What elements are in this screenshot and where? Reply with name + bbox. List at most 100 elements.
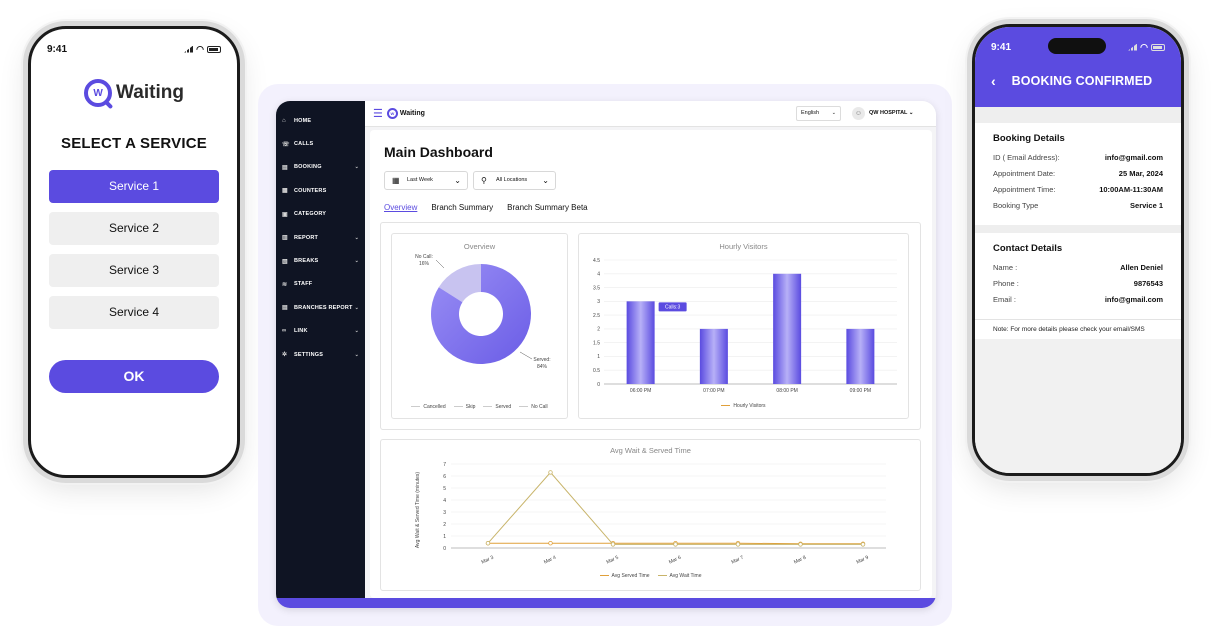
link-icon: ∞ xyxy=(282,328,287,335)
location-filter[interactable]: ⚲ All Locations ⌄ xyxy=(473,171,556,190)
user-menu[interactable]: QW HOSPITAL ⌄ xyxy=(869,110,914,116)
data-point[interactable] xyxy=(610,542,616,547)
sidebar-item-home[interactable]: ⌂ HOME xyxy=(276,109,365,132)
logo-text: Waiting xyxy=(116,82,184,103)
detail-row: Name : Allen Deniel xyxy=(993,263,1163,272)
no-call-slice-label: No Call: xyxy=(415,254,433,260)
x-tick-label: 06:00 PM xyxy=(630,388,651,394)
language-select[interactable]: English ⌄ xyxy=(796,106,841,121)
bar[interactable] xyxy=(846,328,875,384)
logo-badge-icon: W xyxy=(84,79,113,107)
overview-legend: Cancelled Skip Served No Call xyxy=(392,404,567,410)
data-point[interactable] xyxy=(735,542,741,547)
location-pin-icon: ⚲ xyxy=(481,176,487,185)
back-arrow-icon[interactable]: ‹ xyxy=(991,73,996,89)
legend-item[interactable]: Served xyxy=(483,404,511,410)
contact-details-heading: Contact Details xyxy=(993,243,1063,254)
divider xyxy=(975,319,1181,320)
sidebar-item-category[interactable]: ▣ CATEGORY xyxy=(276,203,365,226)
bar[interactable] xyxy=(699,328,728,384)
sidebar-item-link[interactable]: ∞ LINK ⌄ xyxy=(276,320,365,343)
detail-value: Service 1 xyxy=(1130,201,1163,210)
service-button[interactable]: Service 4 xyxy=(49,296,219,329)
detail-value: 10:00AM-11:30AM xyxy=(1099,185,1163,194)
overview-chart-panel: Overview No Call: 16% Served: 84% Cancelled… xyxy=(391,233,568,419)
date-filter[interactable]: ▦ Last Week ⌄ xyxy=(384,171,468,190)
sidebar-item-booking[interactable]: ▤ BOOKING ⌄ xyxy=(276,156,365,179)
status-icons: ◠ xyxy=(184,43,221,54)
bar-tooltip xyxy=(658,302,687,312)
label-leader xyxy=(435,259,445,269)
legend-item[interactable]: No Call xyxy=(519,404,548,410)
topbar: ☰ W Waiting English ⌄ ☺ QW HOSPITAL ⌄ xyxy=(365,101,936,127)
avg-wait-chart: 0 1 2 3 4 5 6 7 Avg Wait & Served Time (minutes)… xyxy=(415,462,886,566)
overview-chart-title: Overview xyxy=(463,242,496,251)
bar[interactable] xyxy=(773,273,802,384)
ok-button[interactable]: OK xyxy=(49,360,219,393)
booking-confirmed-phone: 9:41 ◠ ‹ BOOKING CONFIRMED Booking Detai… xyxy=(972,24,1184,476)
sidebar-item-calls[interactable]: ☏ CALLS xyxy=(276,132,365,155)
user-name: QW HOSPITAL xyxy=(869,110,908,116)
sidebar-item-label: LINK xyxy=(294,328,308,335)
data-point[interactable] xyxy=(673,542,678,547)
hamburger-menu-icon[interactable]: ☰ xyxy=(373,108,383,120)
y-tick-label: 2 xyxy=(597,327,600,333)
chevron-down-icon: ⌄ xyxy=(542,176,549,185)
detail-value: 9876543 xyxy=(1133,279,1163,288)
legend-item[interactable]: Avg Served Time xyxy=(599,573,650,579)
legend-item[interactable]: Hourly Visitors xyxy=(721,403,766,409)
legend-label: Served xyxy=(495,404,512,410)
service-list: Service 1 Service 2 Service 3 Service 4 xyxy=(31,170,237,329)
chevron-down-icon: ⌄ xyxy=(454,176,461,185)
location-filter-value: All Locations xyxy=(496,177,528,183)
service-button[interactable]: Service 3 xyxy=(49,254,219,287)
sidebar-item-branches-report[interactable]: ▤ BRANCHES REPORT ⌄ xyxy=(276,296,365,319)
service-button[interactable]: Service 1 xyxy=(49,170,219,203)
tab-branch-summary[interactable]: Branch Summary xyxy=(431,203,494,212)
sidebar-item-counters[interactable]: ▦ COUNTERS xyxy=(276,179,365,202)
sidebar-item-label: STAFF xyxy=(294,281,313,288)
legend-swatch xyxy=(519,405,529,408)
y-tick-label: 4 xyxy=(443,498,446,504)
divider xyxy=(975,225,1181,233)
data-point[interactable] xyxy=(548,540,553,546)
overview-donut-chart: No Call:16% Served:84% xyxy=(415,254,551,370)
y-tick-label: 0 xyxy=(443,546,446,552)
status-bar: 9:41 ◠ xyxy=(31,29,237,69)
sidebar-item-breaks[interactable]: ▧ BREAKS ⌄ xyxy=(276,249,365,272)
legend-item[interactable]: Avg Wait Time xyxy=(657,573,701,579)
data-point[interactable] xyxy=(548,470,553,475)
x-tick-label: Mar 8 xyxy=(793,555,807,566)
donut-slice-served[interactable] xyxy=(431,264,531,364)
detail-label: Phone : xyxy=(993,279,1019,288)
select-service-phone: 9:41 ◠ W Waiting SELECT A SERVICE Servic… xyxy=(28,26,240,478)
dashboard-window: ⌂ HOME ☏ CALLS ▤ BOOKING ⌄ ▦ COUNTERS ▣ CATEGORY ▥ R… xyxy=(276,101,936,608)
data-point[interactable] xyxy=(798,542,803,547)
sidebar-item-label: REPORT xyxy=(294,234,319,241)
data-point[interactable] xyxy=(485,540,491,546)
donut-slice-no-call[interactable] xyxy=(438,264,481,303)
series-line-avg-wait-time[interactable] xyxy=(487,471,863,545)
detail-label: ID ( Email Address): xyxy=(993,153,1060,162)
tab-overview[interactable]: Overview xyxy=(384,203,418,212)
sidebar-item-staff[interactable]: ≋ STAFF xyxy=(276,273,365,296)
user-avatar-icon[interactable]: ☺ xyxy=(852,107,865,120)
service-button[interactable]: Service 2 xyxy=(49,212,219,245)
y-tick-label: 1 xyxy=(443,534,446,540)
contact-details-list: Name : Allen Deniel Phone : 9876543 Email : i… xyxy=(993,263,1163,304)
legend-item[interactable]: Skip xyxy=(453,404,475,410)
y-tick-label: 7 xyxy=(443,462,446,468)
legend-item[interactable]: Cancelled xyxy=(411,404,446,410)
data-point[interactable] xyxy=(860,542,866,547)
tab-branch-summary-beta[interactable]: Branch Summary Beta xyxy=(507,203,588,212)
sidebar-item-settings[interactable]: ✲ SETTINGS ⌄ xyxy=(276,343,365,366)
bar[interactable] xyxy=(626,301,655,384)
sidebar-item-report[interactable]: ▥ REPORT ⌄ xyxy=(276,226,365,249)
detail-value: info@gmail.com xyxy=(1104,295,1163,304)
legend-label: Hourly Visitors xyxy=(733,403,766,409)
signal-icon xyxy=(184,45,194,53)
charts-card: Overview No Call: 16% Served: 84% Cancelled… xyxy=(380,222,921,430)
sidebar-item-label: CALLS xyxy=(294,141,314,148)
y-tick-label: 4 xyxy=(597,272,600,278)
wifi-icon: ◠ xyxy=(196,43,204,54)
